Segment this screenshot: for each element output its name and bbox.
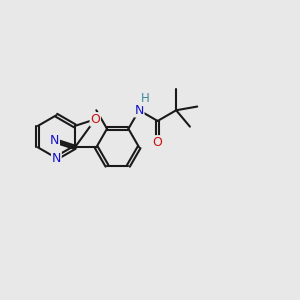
Text: O: O <box>153 136 163 149</box>
Text: N: N <box>134 104 144 117</box>
Text: H: H <box>141 92 150 106</box>
Text: O: O <box>90 113 100 126</box>
Text: N: N <box>50 134 59 147</box>
Text: N: N <box>52 152 61 164</box>
